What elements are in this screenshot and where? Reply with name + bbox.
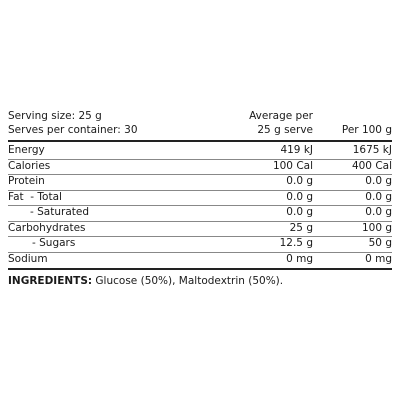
column-heading: 25 g serve (257, 124, 313, 136)
row-value: 0.0 g (286, 190, 313, 203)
ingredients-text: Glucose (50%), Maltodextrin (50%). (95, 275, 284, 287)
column-heading: Average per (249, 110, 313, 122)
row-value: 0 mg (286, 252, 313, 265)
row-label: Fat - Total (8, 190, 62, 203)
ingredients-label: INGREDIENTS: (8, 275, 93, 287)
row-value: 0.0 g (286, 206, 313, 218)
row-rule (8, 205, 392, 206)
row-value: 0.0 g (365, 175, 392, 187)
row-value: 25 g (289, 221, 313, 234)
row-value: 100 g (361, 221, 392, 234)
rule (8, 140, 392, 142)
row-label: Energy (8, 144, 45, 156)
row-value: 0 mg (365, 252, 392, 265)
row-value: 419 kJ (280, 144, 313, 156)
column-heading: Per 100 g (341, 124, 392, 136)
row-value: 0.0 g (365, 206, 392, 218)
ingredients: INGREDIENTS: Glucose (50%), Maltodextrin… (8, 275, 283, 288)
row-value: 1675 kJ (352, 144, 392, 156)
row-rule (8, 174, 392, 175)
serving-size: Serving size: 25 g (8, 110, 102, 122)
row-value: 0.0 g (286, 175, 313, 187)
row-rule (8, 189, 392, 191)
row-label: Calories (8, 159, 51, 172)
row-value: 100 Cal (272, 159, 313, 172)
row-value: 400 Cal (351, 159, 392, 172)
row-label: Protein (8, 175, 45, 187)
row-label: Carbohydrates (8, 221, 86, 234)
row-label: Sodium (8, 252, 48, 265)
row-value: 12.5 g (279, 237, 313, 249)
row-label: - Sugars (32, 237, 76, 249)
row-rule (8, 251, 392, 253)
rule (8, 268, 392, 270)
row-rule (8, 158, 392, 160)
row-rule (8, 220, 392, 222)
serves-per-container: Serves per container: 30 (8, 124, 138, 136)
row-label: - Saturated (30, 206, 89, 218)
row-value: 0.0 g (365, 190, 392, 203)
row-value: 50 g (368, 237, 392, 249)
row-rule (8, 236, 392, 237)
